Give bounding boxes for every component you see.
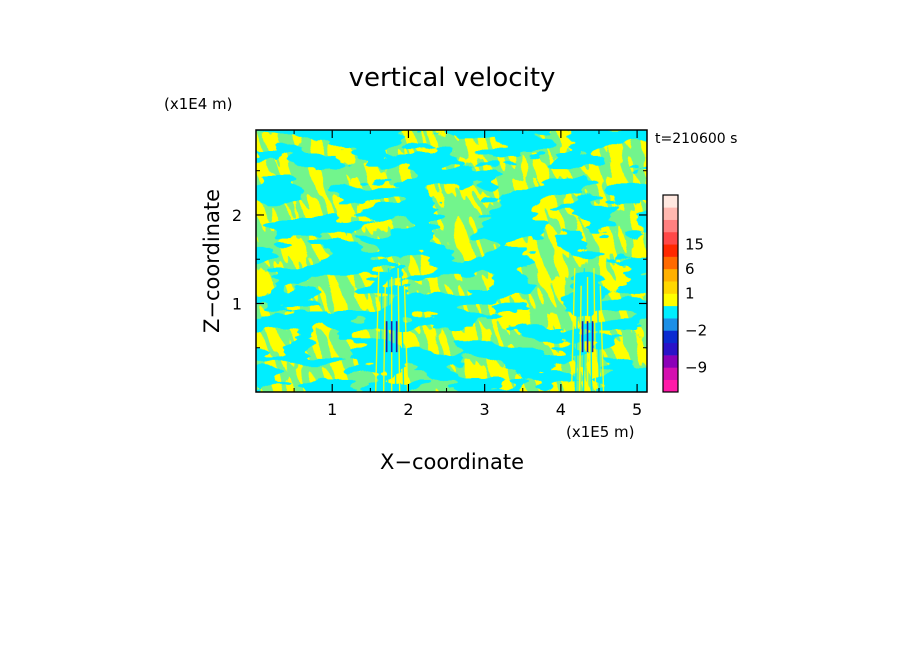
colorbar-level	[663, 342, 678, 356]
colorbar-level	[663, 293, 678, 307]
jet-streaks	[374, 268, 605, 392]
colorbar-frame	[662, 194, 679, 393]
x-tick-label: 2	[403, 400, 413, 419]
jet-streak	[394, 285, 397, 392]
jet-streak	[403, 285, 409, 392]
jet-streak	[590, 285, 593, 392]
jet-streak	[582, 268, 586, 392]
colorbar-level	[663, 207, 678, 220]
x-axis-label: X−coordinate	[380, 450, 524, 474]
jet-streak	[574, 276, 579, 392]
colorbar-level	[663, 268, 678, 282]
field-pattern-fine	[256, 130, 647, 392]
jet-streak	[593, 268, 597, 392]
colorbar-level	[663, 355, 678, 368]
jet-streak	[386, 268, 390, 392]
y-tick-label: 1	[232, 294, 242, 313]
colorbar-level	[663, 281, 678, 294]
jet-streak	[374, 268, 380, 392]
colorbar-label: 15	[685, 235, 704, 253]
y-unit-label: (x1E4 m)	[164, 95, 233, 113]
colorbar-label: −9	[685, 358, 707, 376]
plot-area	[256, 130, 647, 392]
colorbar-level	[663, 305, 678, 319]
x-tick-label: 1	[327, 400, 337, 419]
jet-streak	[599, 285, 605, 392]
jet-streak	[378, 276, 383, 392]
x-unit-label: (x1E5 m)	[566, 423, 635, 441]
colorbar-level	[663, 195, 678, 208]
y-tick-label: 2	[232, 206, 242, 225]
colorbar-level	[663, 244, 678, 257]
colorbar-level	[663, 367, 678, 380]
time-label: t=210600 s	[655, 131, 737, 147]
jet-streak	[397, 268, 401, 392]
colorbar-level	[663, 219, 678, 233]
colorbar-level	[663, 379, 678, 393]
jet-streak	[382, 285, 386, 392]
jet-streak	[596, 276, 601, 392]
chart-title: vertical velocity	[349, 63, 556, 93]
x-tick-label: 4	[556, 400, 566, 419]
colorbar-level	[663, 231, 678, 245]
colorbar-level	[663, 330, 678, 344]
colorbar-label: 1	[685, 285, 695, 303]
jet-streak	[570, 268, 576, 392]
colorbar: 15 6 1 −2 −9	[662, 194, 707, 393]
colorbar-level	[663, 318, 678, 331]
colorbar-label: −2	[685, 321, 707, 339]
x-axis: 1 2 3 4 5	[293, 130, 642, 419]
colorbar-level	[663, 256, 678, 270]
plot-frame	[255, 129, 648, 393]
y-axis-label: Z−coordinate	[200, 189, 224, 333]
x-tick-label: 5	[632, 400, 642, 419]
y-axis: 12	[232, 170, 647, 349]
colorbar-label: 6	[685, 260, 695, 278]
x-tick-label: 3	[480, 400, 490, 419]
jet-streak	[400, 276, 405, 392]
jet-streak	[578, 285, 582, 392]
